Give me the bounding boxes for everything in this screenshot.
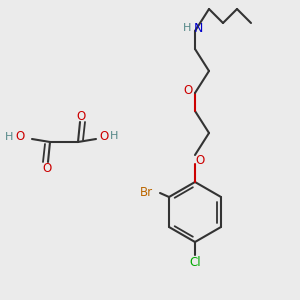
Text: O: O [99, 130, 109, 143]
Text: H: H [5, 132, 13, 142]
Text: O: O [15, 130, 25, 143]
Text: Br: Br [140, 185, 153, 199]
Text: N: N [193, 22, 203, 35]
Text: O: O [195, 154, 205, 166]
Text: O: O [76, 110, 85, 122]
Text: Cl: Cl [189, 256, 201, 268]
Text: O: O [42, 161, 52, 175]
Text: H: H [110, 131, 118, 141]
Text: H: H [183, 23, 191, 33]
Text: O: O [183, 85, 193, 98]
